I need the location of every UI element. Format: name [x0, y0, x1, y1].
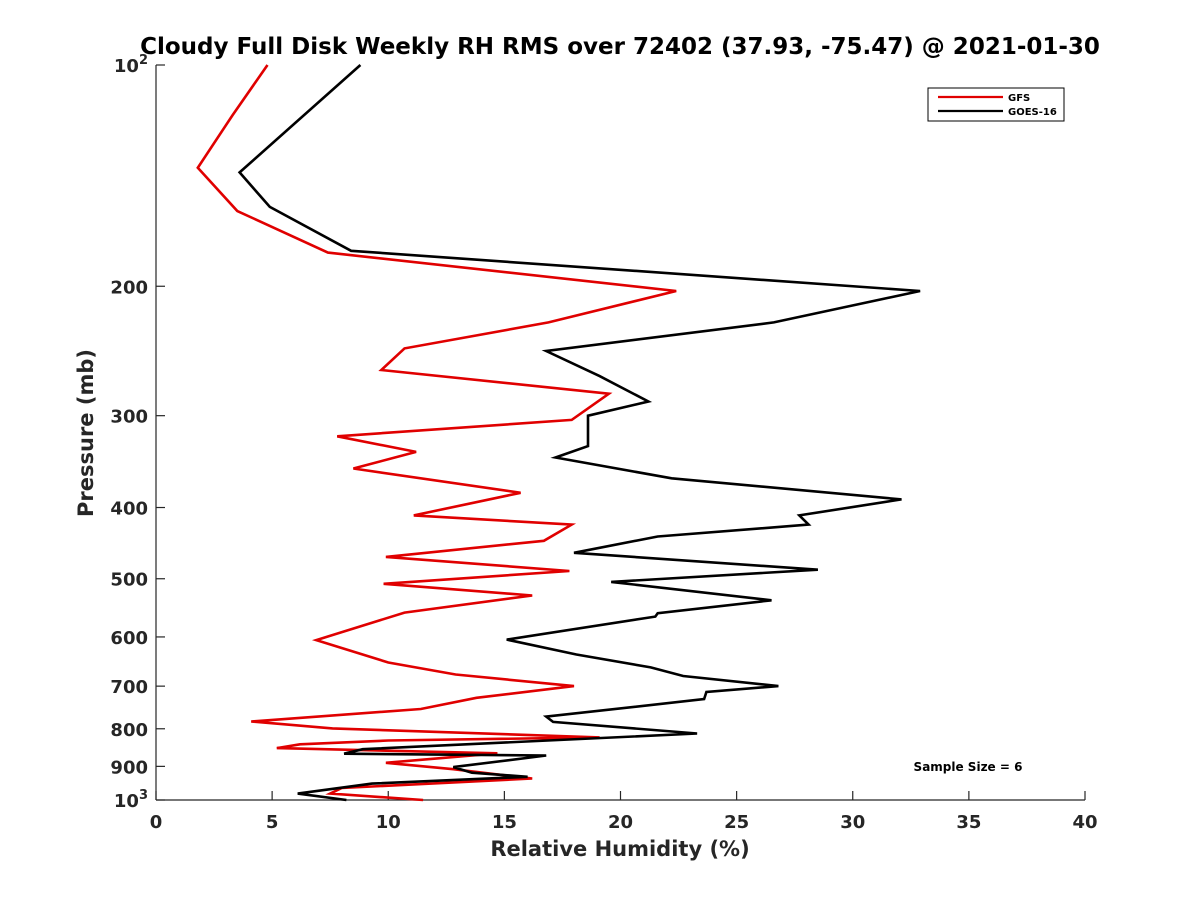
y-ticks: 102 200 300 400 500 600 700 800 900 103 [110, 53, 165, 812]
y-tick-label: 800 [110, 720, 148, 741]
series-lines [196, 64, 921, 802]
chart-title: Cloudy Full Disk Weekly RH RMS over 7240… [140, 34, 1100, 60]
series-line-goes16 [237, 64, 921, 802]
x-tick-label: 0 [150, 812, 163, 833]
x-tick-label: 25 [724, 812, 749, 833]
x-tick-label: 30 [840, 812, 865, 833]
y-tick-label: 500 [110, 570, 148, 591]
y-tick-label: 103 [114, 788, 148, 812]
x-tick-label: 40 [1072, 812, 1097, 833]
x-ticks: 0 5 10 15 20 25 30 35 40 [150, 791, 1098, 833]
legend-label-gfs: GFS [1008, 93, 1030, 104]
x-tick-label: 35 [956, 812, 981, 833]
legend-label-goes16: GOES-16 [1008, 107, 1057, 118]
y-tick-label: 900 [110, 757, 148, 778]
y-tick-label: 200 [110, 277, 148, 298]
legend-box [927, 87, 1065, 122]
x-tick-label: 5 [266, 812, 279, 833]
y-tick-label: 102 [114, 53, 148, 77]
y-tick-label: 300 [110, 407, 148, 428]
y-tick-label: 400 [110, 499, 148, 520]
legend: GFS GOES-16 [927, 87, 1065, 122]
x-tick-label: 10 [376, 812, 401, 833]
x-tick-label: 15 [492, 812, 517, 833]
sample-size-annotation: Sample Size = 6 [914, 760, 1023, 774]
y-tick-label: 700 [110, 677, 148, 698]
x-tick-label: 20 [608, 812, 633, 833]
series-line-gfs [196, 64, 677, 802]
x-axis-label: Relative Humidity (%) [490, 837, 749, 861]
y-tick-label: 600 [110, 628, 148, 649]
y-axis-label: Pressure (mb) [74, 349, 98, 517]
